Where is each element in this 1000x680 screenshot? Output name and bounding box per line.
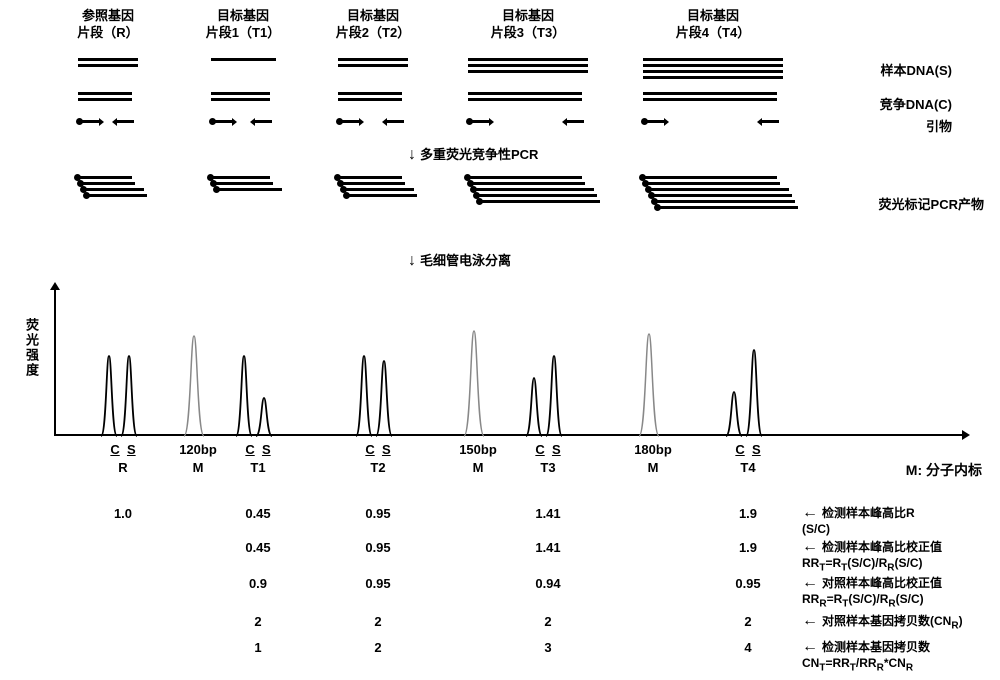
data-value: 0.45 — [228, 540, 288, 555]
data-value: 0.9 — [228, 576, 288, 591]
data-value: 0.95 — [348, 540, 408, 555]
column-header: 目标基因片段3（T3） — [468, 8, 588, 42]
m-legend: M: 分子内标 — [906, 460, 982, 480]
column-header: 目标基因片段2（T2） — [313, 8, 433, 42]
electropherogram-chart: 荧光强度 — [28, 288, 968, 448]
row-note: 检测样本峰高比R(S/C) — [802, 504, 992, 536]
electro-step-label: 毛细管电泳分离 — [408, 250, 511, 270]
pcr-product-label: 荧光标记PCR产物 — [879, 194, 984, 213]
competitor-dna-label: 竞争DNA(C) — [880, 94, 952, 113]
data-value: 1 — [228, 640, 288, 655]
peaks-svg — [28, 288, 968, 438]
data-value: 2 — [518, 614, 578, 629]
data-value: 2 — [718, 614, 778, 629]
row-note: 检测样本基因拷贝数CNT=RRT/RRR*CNR — [802, 638, 992, 673]
sample-dna-label: 样本DNA(S) — [881, 60, 953, 79]
data-value: 0.95 — [348, 506, 408, 521]
column-header: 目标基因片段4（T4） — [643, 8, 783, 42]
data-value: 2 — [348, 640, 408, 655]
data-value: 4 — [718, 640, 778, 655]
data-value: 2 — [348, 614, 408, 629]
row-note: 检测样本峰高比校正值RRT=RT(S/C)/RR(S/C) — [802, 538, 992, 573]
data-value: 1.9 — [718, 540, 778, 555]
column-header: 目标基因片段1（T1） — [183, 8, 303, 42]
column-header: 参照基因片段（R） — [48, 8, 168, 42]
row-note: 对照样本峰高比校正值RRR=RT(S/C)/RR(S/C) — [802, 574, 992, 609]
primers-label: 引物 — [926, 116, 952, 135]
data-value: 0.95 — [348, 576, 408, 591]
data-value: 1.41 — [518, 506, 578, 521]
pcr-step-label: 多重荧光竞争性PCR — [408, 144, 538, 164]
data-value: 0.45 — [228, 506, 288, 521]
data-value: 1.41 — [518, 540, 578, 555]
diagram-container: 参照基因片段（R） 目标基因片段1（T1） 目标基因片段2（T2） 目标基因片段3（T… — [8, 8, 992, 672]
data-value: 3 — [518, 640, 578, 655]
data-value: 0.94 — [518, 576, 578, 591]
data-value: 1.9 — [718, 506, 778, 521]
data-value: 2 — [228, 614, 288, 629]
data-value: 0.95 — [718, 576, 778, 591]
row-note: 对照样本基因拷贝数(CNR) — [802, 612, 992, 631]
data-value: 1.0 — [93, 506, 153, 521]
